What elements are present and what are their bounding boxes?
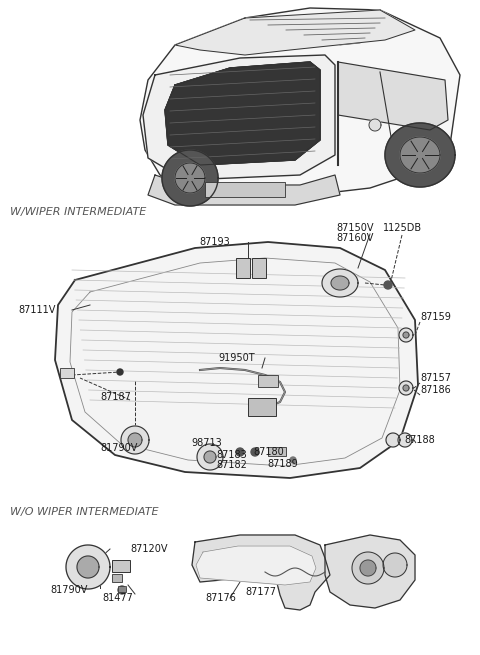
Polygon shape	[360, 560, 376, 576]
Circle shape	[384, 281, 392, 289]
Polygon shape	[383, 553, 407, 577]
Text: W/WIPER INTERMEDIATE: W/WIPER INTERMEDIATE	[10, 207, 146, 217]
Text: 81790V: 81790V	[50, 585, 87, 595]
Text: 87189: 87189	[267, 459, 298, 469]
Circle shape	[251, 448, 259, 456]
Polygon shape	[399, 328, 413, 342]
Bar	[112, 574, 122, 582]
Bar	[252, 258, 266, 278]
Bar	[258, 375, 278, 387]
Polygon shape	[192, 535, 330, 610]
Polygon shape	[325, 535, 415, 608]
Bar	[248, 398, 276, 416]
Polygon shape	[143, 55, 335, 180]
Text: 87180: 87180	[253, 447, 284, 457]
Bar	[118, 586, 126, 592]
Polygon shape	[121, 426, 149, 454]
Text: 87187: 87187	[100, 392, 131, 402]
Polygon shape	[385, 123, 455, 187]
Text: 87111V: 87111V	[18, 305, 55, 315]
Polygon shape	[338, 62, 448, 130]
Text: 87150V: 87150V	[336, 223, 373, 233]
Polygon shape	[331, 276, 349, 290]
Text: 87177: 87177	[245, 587, 276, 597]
Polygon shape	[403, 385, 409, 391]
Polygon shape	[175, 10, 415, 55]
Bar	[60, 368, 74, 378]
Polygon shape	[148, 175, 340, 205]
Polygon shape	[197, 444, 223, 470]
Text: 87186: 87186	[420, 385, 451, 395]
Bar	[205, 182, 285, 197]
Polygon shape	[165, 62, 320, 165]
Polygon shape	[55, 242, 418, 478]
Polygon shape	[204, 451, 216, 463]
Polygon shape	[66, 545, 110, 589]
Text: 1125DB: 1125DB	[383, 223, 422, 233]
Polygon shape	[128, 433, 142, 447]
Polygon shape	[196, 546, 316, 585]
Text: 87159: 87159	[420, 312, 451, 322]
Polygon shape	[77, 556, 99, 578]
Text: 81477: 81477	[102, 593, 133, 603]
Polygon shape	[403, 332, 409, 338]
Text: W/O WIPER INTERMEDIATE: W/O WIPER INTERMEDIATE	[10, 507, 158, 517]
Polygon shape	[400, 137, 440, 173]
Polygon shape	[165, 62, 320, 165]
Polygon shape	[386, 433, 400, 447]
Polygon shape	[369, 119, 381, 131]
Polygon shape	[175, 163, 205, 193]
Text: 87188: 87188	[404, 435, 435, 445]
Text: 87160V: 87160V	[336, 233, 373, 243]
Text: 98713: 98713	[191, 438, 222, 448]
Text: 87120V: 87120V	[130, 544, 168, 554]
Text: 87193: 87193	[200, 237, 230, 247]
Circle shape	[118, 586, 126, 594]
Polygon shape	[162, 150, 218, 206]
Circle shape	[117, 369, 123, 375]
Text: 87183: 87183	[216, 450, 247, 460]
Text: 87182: 87182	[216, 460, 247, 470]
Text: 87176: 87176	[205, 593, 236, 603]
Polygon shape	[399, 381, 413, 395]
Polygon shape	[322, 269, 358, 297]
Circle shape	[290, 457, 296, 463]
Text: 91950T: 91950T	[218, 353, 254, 363]
Text: 81790V: 81790V	[100, 443, 137, 453]
Text: 87157: 87157	[420, 373, 451, 383]
Bar	[268, 447, 286, 456]
Polygon shape	[352, 552, 384, 584]
Polygon shape	[140, 8, 460, 200]
Bar	[236, 258, 250, 278]
Bar	[112, 560, 130, 572]
Circle shape	[236, 448, 244, 456]
Polygon shape	[398, 433, 412, 447]
